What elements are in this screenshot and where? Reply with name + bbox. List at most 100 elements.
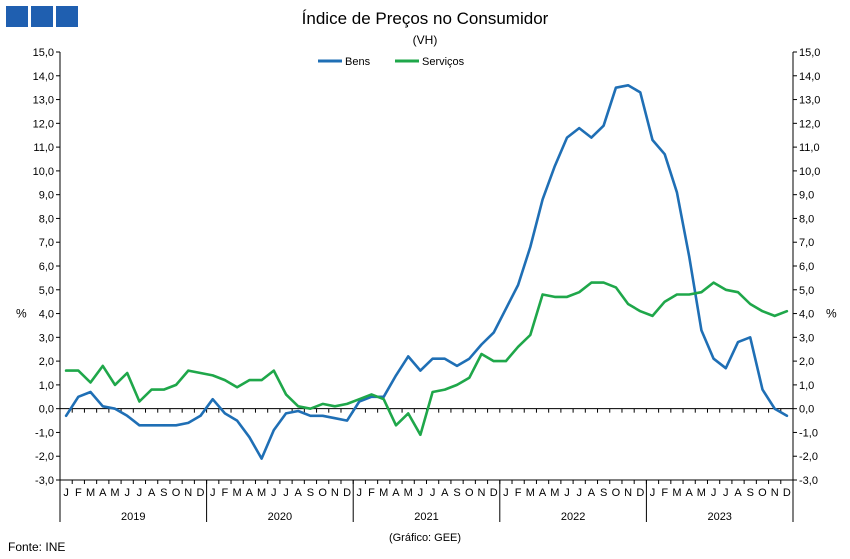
x-month-label: O [465,487,474,499]
x-month-label: F [368,487,375,499]
series-line-1 [64,281,789,437]
y-tick-label-left: 14,0 [33,71,54,83]
data-point-0 [260,457,263,460]
x-month-label: J [711,487,717,499]
data-point-0 [370,395,373,398]
y-tick-label-left: 9,0 [39,190,54,202]
data-point-0 [517,284,520,286]
x-month-label: A [392,487,400,499]
data-point-0 [114,407,116,410]
x-month-label: O [612,487,621,499]
y-tick-label-left: 6,0 [39,261,54,273]
y-tick-label-right: 1,0 [799,380,814,392]
y-tick-label-left: 15,0 [33,47,54,59]
data-point-1 [676,293,678,296]
x-month-label: M [86,487,95,499]
x-month-label: O [318,487,327,499]
data-point-1 [566,296,568,298]
x-year-label: 2020 [268,511,292,523]
y-tick-label-left: 11,0 [33,142,54,154]
source-note: Fonte: INE [8,540,66,554]
data-point-1 [468,376,471,379]
x-month-label: J [564,487,570,499]
x-month-label: M [257,487,266,499]
y-tick-label-right: 13,0 [799,95,820,107]
data-point-0 [358,400,361,403]
x-month-label: N [184,487,192,499]
x-month-label: F [75,487,82,499]
data-point-1 [651,315,654,317]
y-tick-label-right: 9,0 [799,190,814,202]
y-tick-label-left: 0,0 [39,404,54,416]
logo-block [56,6,78,27]
data-point-0 [443,357,446,360]
data-point-1 [590,281,593,284]
data-point-1 [162,388,165,391]
x-month-label: M [233,487,242,499]
data-point-0 [395,374,397,377]
data-point-0 [468,357,471,360]
chart-credit: (Gráfico: GEE) [388,532,462,544]
data-point-1 [712,281,715,284]
x-month-label: A [588,487,596,499]
data-point-0 [382,395,385,398]
data-point-0 [737,341,739,343]
data-point-1 [773,315,776,317]
data-point-1 [492,360,495,363]
x-month-label: J [576,487,582,499]
x-month-label: J [503,487,509,499]
x-month-label: A [99,487,107,499]
data-point-0 [541,198,544,201]
data-point-1 [114,383,116,386]
x-month-label: M [697,487,706,499]
data-point-1 [456,383,458,386]
data-point-0 [773,407,776,410]
x-month-label: D [783,487,791,499]
data-point-1 [517,345,520,348]
data-point-1 [700,291,703,294]
x-year-label: 2023 [707,511,731,523]
data-point-1 [431,391,434,393]
data-point-0 [419,369,422,372]
x-month-label: O [172,487,181,499]
data-point-1 [737,291,739,294]
x-month-label: A [734,487,742,499]
data-point-1 [89,381,92,384]
data-point-0 [724,367,727,370]
x-month-label: S [307,487,314,499]
y-tick-label-right: 4,0 [799,309,814,321]
x-month-label: M [379,487,388,499]
data-point-0 [663,153,666,156]
data-point-1 [602,281,605,284]
data-point-1 [395,424,397,427]
x-month-label: M [404,487,413,499]
data-point-0 [590,136,593,139]
y-tick-label-right: 2,0 [799,356,814,368]
data-point-1 [724,288,727,291]
x-month-label: D [490,487,498,499]
x-month-label: F [222,487,229,499]
data-point-0 [101,405,104,408]
x-month-label: N [477,487,485,499]
x-month-label: D [197,487,205,499]
data-point-0 [175,424,177,427]
y-tick-label-left: 5,0 [39,285,54,297]
x-month-label: M [526,487,535,499]
x-month-label: M [550,487,559,499]
data-point-0 [248,436,251,439]
x-month-label: J [210,487,216,499]
data-point-0 [456,364,458,367]
x-month-label: A [148,487,156,499]
y-tick-label-left: 12,0 [33,118,54,130]
data-point-1 [224,379,226,382]
y-tick-label-left: 1,0 [39,380,54,392]
data-point-0 [431,357,434,360]
data-point-0 [309,414,312,417]
data-point-1 [199,372,202,374]
y-tick-label-left: 4,0 [39,309,54,321]
x-month-label: S [160,487,167,499]
data-point-1 [541,293,544,296]
x-month-label: J [283,487,289,499]
data-point-1 [419,433,422,436]
y-tick-label-right: 11,0 [799,142,820,154]
